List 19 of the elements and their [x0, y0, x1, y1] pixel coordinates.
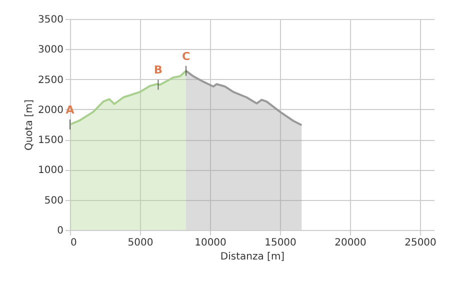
x-tick-label: 5000 [128, 238, 154, 248]
x-tick-label: 15000 [264, 238, 296, 248]
y-tick-label: 500 [44, 195, 64, 206]
annotation: B [154, 64, 162, 77]
x-tick-label: 20000 [334, 238, 366, 248]
x-axis-title: Distanza [m] [220, 252, 285, 262]
y-tick-label: 2000 [38, 104, 64, 116]
y-axis-title: Quota [m] [24, 99, 36, 151]
y-tick-label: 0 [57, 226, 64, 236]
annotation: C [182, 50, 190, 63]
y-tick-label: 3000 [38, 44, 64, 56]
annotation: A [66, 104, 75, 116]
x-tick-label: 0 [70, 238, 77, 248]
x-tick-label: 10000 [194, 238, 226, 248]
y-tick-label: 3500 [38, 14, 64, 26]
y-tick-label: 1000 [38, 165, 64, 176]
x-tick-label: 25000 [404, 238, 436, 248]
y-tick-label: 1500 [38, 135, 64, 146]
y-tick-label: 2500 [38, 74, 64, 86]
